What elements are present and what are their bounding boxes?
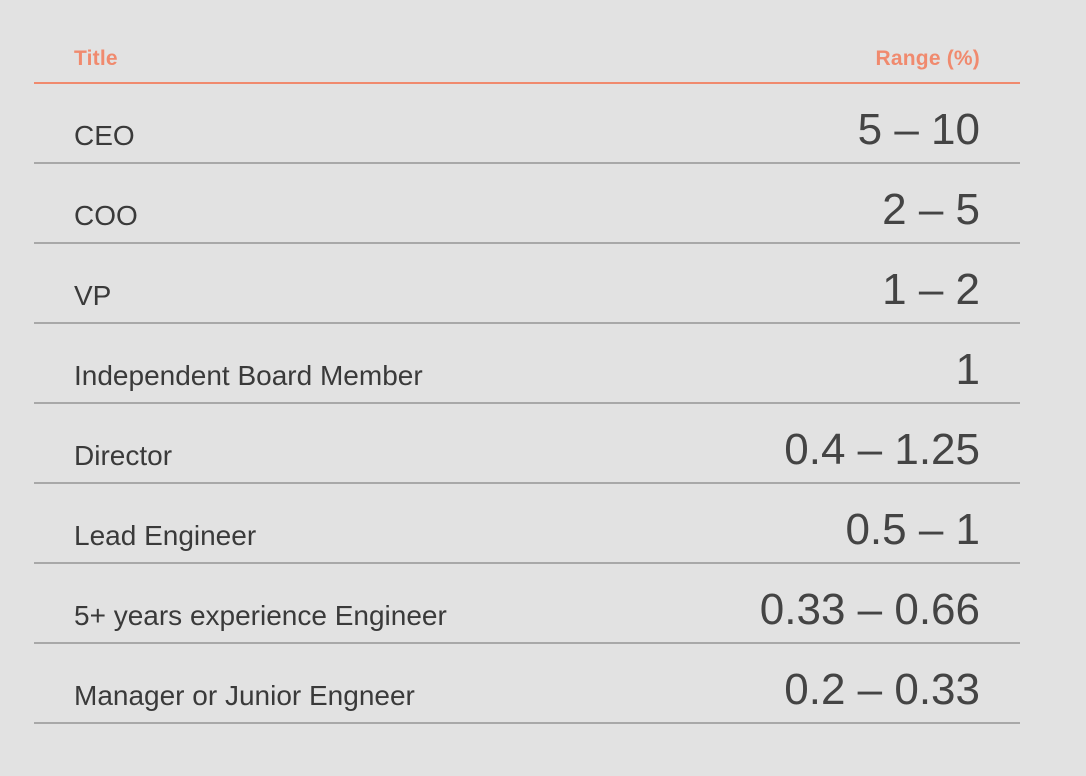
row-title: VP — [74, 280, 112, 311]
table-row: Manager or Junior Engneer 0.2 – 0.33 — [34, 644, 1020, 724]
table-header: Title Range (%) — [34, 36, 1020, 84]
row-title: 5+ years experience Engineer — [74, 600, 447, 631]
table-row: Director 0.4 – 1.25 — [34, 404, 1020, 484]
row-range: 0.2 – 0.33 — [784, 665, 980, 714]
row-range: 1 — [955, 345, 980, 394]
row-title: CEO — [74, 120, 135, 151]
equity-range-table: Title Range (%) CEO 5 – 10 COO 2 – 5 VP … — [34, 36, 1020, 724]
title-column-header: Title — [74, 47, 118, 70]
row-title: Lead Engineer — [74, 520, 257, 551]
table-row: CEO 5 – 10 — [34, 84, 1020, 164]
row-title: Independent Board Member — [74, 360, 423, 391]
row-title: Director — [74, 440, 173, 471]
table-row: COO 2 – 5 — [34, 164, 1020, 244]
row-range: 0.5 – 1 — [845, 505, 980, 554]
row-range: 5 – 10 — [857, 105, 980, 154]
row-range: 1 – 2 — [882, 265, 980, 314]
row-range: 0.33 – 0.66 — [759, 585, 980, 634]
row-range: 0.4 – 1.25 — [784, 425, 980, 474]
row-title: COO — [74, 200, 138, 231]
row-title: Manager or Junior Engneer — [74, 680, 415, 711]
table-row: Independent Board Member 1 — [34, 324, 1020, 404]
range-column-header: Range (%) — [875, 47, 980, 70]
table-row: 5+ years experience Engineer 0.33 – 0.66 — [34, 564, 1020, 644]
table-row: Lead Engineer 0.5 – 1 — [34, 484, 1020, 564]
table-row: VP 1 – 2 — [34, 244, 1020, 324]
row-range: 2 – 5 — [882, 185, 980, 234]
